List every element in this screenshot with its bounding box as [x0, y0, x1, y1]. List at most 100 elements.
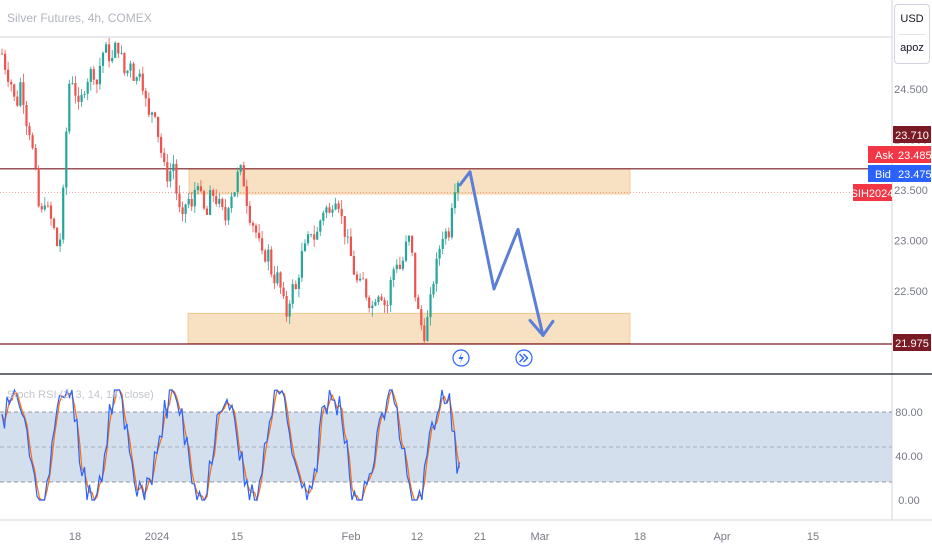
candle [248, 205, 251, 223]
candle [196, 186, 199, 190]
candle [7, 69, 10, 82]
candle [389, 279, 392, 306]
time-label: Mar [531, 531, 550, 543]
ask-value: 23.485 [898, 150, 932, 162]
candle [25, 105, 28, 127]
candle [362, 278, 365, 280]
candle [101, 52, 105, 66]
candle [163, 152, 166, 162]
time-label: 18 [69, 531, 81, 543]
candle [423, 325, 426, 341]
candle [80, 94, 83, 102]
candle [392, 269, 395, 280]
candle [117, 42, 120, 54]
candle [129, 63, 132, 71]
candle [297, 277, 300, 289]
lower-level-value: 21.975 [895, 338, 929, 350]
candle [245, 186, 248, 206]
rsi-pane[interactable] [0, 388, 892, 503]
projection-arrowhead [528, 318, 555, 337]
candle [56, 227, 59, 246]
candle [401, 260, 404, 269]
candle [138, 73, 141, 78]
currency-label: USD [900, 13, 924, 25]
candle [334, 203, 337, 210]
candle [49, 205, 53, 219]
candle [224, 207, 227, 221]
candle [111, 57, 114, 62]
candle [108, 44, 111, 62]
candle [374, 302, 377, 306]
time-label: 15 [231, 531, 243, 543]
candle [141, 73, 144, 91]
candle [40, 206, 43, 210]
candle [355, 274, 359, 281]
candle [377, 296, 380, 302]
candle [420, 309, 423, 326]
candle [352, 256, 355, 275]
candle [294, 284, 297, 289]
candle [438, 248, 441, 259]
candle [331, 209, 334, 213]
candle [22, 82, 25, 105]
candle [340, 208, 343, 217]
candle [383, 300, 386, 306]
candle [52, 218, 56, 228]
candle [251, 222, 255, 226]
candle [282, 287, 285, 297]
candle [270, 249, 273, 275]
time-label: Apr [713, 531, 730, 543]
candle [215, 196, 218, 204]
candle [4, 53, 7, 70]
candle [236, 171, 239, 193]
candle [303, 243, 307, 252]
candle [279, 272, 282, 288]
candle [153, 112, 157, 117]
time-axis[interactable]: 18 2024 15 Feb 12 21 Mar 18 Apr 15 [69, 531, 819, 543]
candle [398, 264, 401, 269]
candle [123, 52, 126, 74]
candle [310, 234, 313, 236]
lightning-icon[interactable] [452, 349, 470, 367]
candle [380, 296, 383, 301]
candle [258, 232, 261, 239]
candle [212, 190, 215, 196]
candle [65, 131, 68, 188]
resistance-zone[interactable] [188, 168, 631, 195]
candle [414, 252, 417, 298]
unit-divider [899, 34, 925, 35]
candle [218, 198, 221, 204]
candle [95, 79, 98, 85]
price-tick: 23.500 [894, 185, 928, 197]
candle [435, 258, 438, 284]
candle [429, 294, 432, 318]
candle [227, 208, 230, 221]
support-zone[interactable] [187, 312, 631, 344]
price-tick: 23.000 [894, 236, 928, 248]
candle [276, 272, 279, 284]
candle [316, 231, 319, 240]
candle [175, 163, 178, 194]
candle [205, 208, 209, 215]
upper-level-label: 23.710 [893, 126, 931, 143]
candle [450, 208, 453, 238]
candle [0, 53, 4, 55]
account-label: apoz [900, 42, 924, 54]
candle [365, 279, 368, 298]
projection-arrow[interactable] [458, 170, 545, 337]
candle [37, 168, 40, 207]
rsi-axis[interactable]: 80.00 40.00 0.00 [895, 407, 923, 507]
candle [221, 198, 224, 207]
rsi-k-line [1, 388, 461, 501]
candle [74, 83, 77, 96]
candle [411, 235, 414, 253]
fast-forward-icon[interactable] [515, 349, 533, 367]
bid-text: Bid [875, 169, 891, 181]
candle [417, 297, 420, 309]
candle [456, 183, 460, 193]
candle [209, 190, 212, 215]
currency-unit-box[interactable]: USD apoz [894, 4, 930, 64]
candle [172, 163, 175, 172]
